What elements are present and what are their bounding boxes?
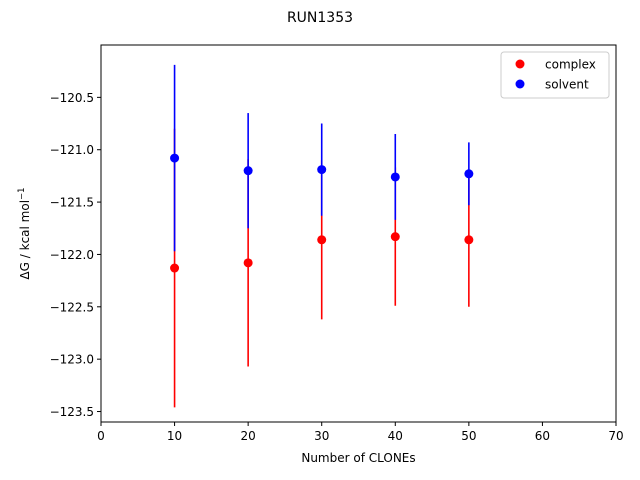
legend-label-solvent: solvent [545, 78, 589, 92]
legend-marker-solvent [515, 79, 525, 89]
y-tick-label: −122.5 [50, 300, 94, 314]
solvent-point [170, 153, 180, 163]
x-tick-label: 50 [461, 429, 476, 443]
legend-box [500, 51, 610, 99]
complex-point [390, 232, 400, 242]
x-tick-label: 70 [608, 429, 623, 443]
complex-point [170, 263, 180, 273]
legend-items: complex solvent [515, 58, 596, 92]
y-axis-label-superscript: −1 [17, 187, 27, 200]
legend-label-complex: complex [545, 58, 596, 72]
x-tick-label: 10 [167, 429, 182, 443]
x-tick-label: 20 [241, 429, 256, 443]
y-tick-label: −123.0 [50, 353, 94, 367]
solvent-point [317, 165, 327, 175]
y-tick-label: −122.0 [50, 248, 94, 262]
complex-point [464, 235, 474, 245]
y-axis-ticks: −123.5 −123.0 −122.5 −122.0 −121.5 −121.0 −120… [50, 91, 101, 419]
complex-point [243, 258, 253, 268]
solvent-point [243, 166, 253, 176]
y-tick-label: −120.5 [50, 91, 94, 105]
y-tick-label: −121.0 [50, 143, 94, 157]
y-axis-label: ΔG / kcal mol−1 [17, 187, 32, 279]
x-tick-label: 60 [535, 429, 550, 443]
solvent-point [464, 169, 474, 179]
y-tick-label: −123.5 [50, 405, 94, 419]
x-tick-label: 30 [314, 429, 329, 443]
x-tick-label: 0 [97, 429, 105, 443]
x-axis-ticks: 0 10 20 30 40 50 60 70 [97, 422, 624, 443]
y-tick-label: −121.5 [50, 196, 94, 210]
y-axis-label-main: ΔG / kcal mol [18, 200, 32, 280]
plot-frame [100, 44, 617, 423]
x-tick-label: 40 [388, 429, 403, 443]
complex-point [317, 235, 327, 245]
chart-title: RUN1353 [287, 10, 353, 26]
legend: complex solvent [500, 51, 610, 99]
x-axis-label: Number of CLONEs [301, 451, 415, 465]
solvent-point [390, 172, 400, 182]
legend-marker-complex [515, 59, 525, 69]
data-points [170, 153, 474, 273]
